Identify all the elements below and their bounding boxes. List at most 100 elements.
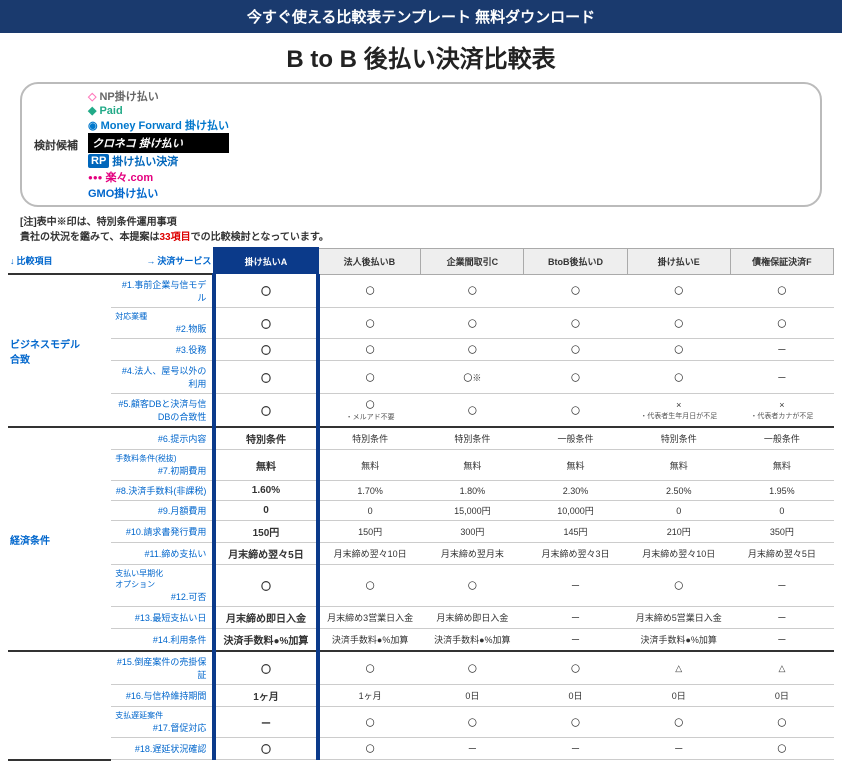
header-service: 決済サービス [111,248,214,274]
cell: △ [627,651,730,685]
cell: 月末締め翌月末 [421,543,524,565]
cell: 〇 [627,361,730,394]
cell: 決済手数料●%加算 [627,629,730,652]
candidate-rp: RP 掛け払い決済 [88,153,229,169]
cell: 〇 [318,651,421,685]
cell: 〇 [421,394,524,428]
cell: 一般条件 [524,427,627,450]
cell: 〇 [421,339,524,361]
cell: 特別条件 [627,427,730,450]
candidate-mf: ◉ Money Forward 掛け払い [88,117,229,133]
cell: ×・代表者生年月日が不足 [627,394,730,428]
cell: 0日 [730,685,833,707]
cell: 〇 [524,707,627,738]
header-compare: 比較項目 [8,248,111,274]
cell: ×・代表者カナが不足 [730,394,833,428]
cell: 〇 [214,339,317,361]
cell: ー [730,361,833,394]
note-line2: 貴社の状況を鑑みて、本提案は33項目での比較検討となっています。 [20,228,822,243]
cell: 決済手数料●%加算 [214,629,317,652]
cell: 0日 [627,685,730,707]
row-label: #16.与信枠維持期間 [111,685,214,707]
cell: 15,000円 [421,501,524,521]
cell: 2.30% [524,481,627,501]
cell: 〇 [524,394,627,428]
cell: 〇 [214,361,317,394]
cell: ー [730,629,833,652]
cell: 〇 [627,565,730,607]
cell: 〇 [214,394,317,428]
cell: 〇 [421,565,524,607]
cell: ー [421,738,524,760]
cell: ー [730,339,833,361]
cell: ー [524,629,627,652]
cell: 0日 [524,685,627,707]
cell: 〇 [524,339,627,361]
category-cell: ビジネスモデル合致 [8,274,111,427]
cell: 〇 [214,738,317,760]
cell: 無料 [421,450,524,481]
row-label: #4.法人、屋号以外の利用 [111,361,214,394]
cell: 月末締め即日入金 [214,607,317,629]
cell: 10,000円 [524,501,627,521]
cell: ー [524,607,627,629]
cell: 〇 [318,565,421,607]
cell: 〇 [318,274,421,308]
cell: 〇 [421,274,524,308]
cell: 〇 [627,707,730,738]
col-f: 債権保証決済F [730,248,833,274]
cell: 無料 [627,450,730,481]
cell: 〇 [730,308,833,339]
cell: 〇 [730,738,833,760]
row-label: 支払遅延案件#17.督促対応 [111,707,214,738]
cell: 〇 [421,308,524,339]
cell: 1.70% [318,481,421,501]
cell: 決済手数料●%加算 [318,629,421,652]
candidate-paid: ◆ Paid [88,104,229,117]
cell: 〇・メルアド不要 [318,394,421,428]
cell: 〇 [627,339,730,361]
candidate-label: 検討候補 [34,137,78,153]
row-label: #9.月額費用 [111,501,214,521]
page-banner: 今すぐ使える比較表テンプレート 無料ダウンロード [0,0,842,33]
cell: 特別条件 [214,427,317,450]
note-line1: [注]表中※印は、特別条件運用事項 [20,213,822,228]
col-d: BtoB後払いD [524,248,627,274]
row-label: 支払い早期化オプション#12.可否 [111,565,214,607]
cell: 無料 [730,450,833,481]
cell: 150円 [214,521,317,543]
cell: 〇 [214,651,317,685]
cell: 月末締め翌々10日 [627,543,730,565]
candidate-raku: ●●●楽々.com [88,169,229,185]
cell: 0 [627,501,730,521]
cell: 〇 [318,707,421,738]
col-a: 掛け払いA [214,248,317,274]
category-cell: 経済条件 [8,427,111,651]
cell: △ [730,651,833,685]
cell: 〇 [730,274,833,308]
cell: 〇 [214,274,317,308]
cell: 0 [214,501,317,521]
cell: 0 [318,501,421,521]
col-b: 法人後払いB [318,248,421,274]
cell: 特別条件 [318,427,421,450]
row-label: #3.役務 [111,339,214,361]
cell: 無料 [524,450,627,481]
cell: 145円 [524,521,627,543]
cell: ー [214,707,317,738]
cell: 月末締め翌々5日 [730,543,833,565]
cell: 〇 [318,361,421,394]
cell: ー [524,565,627,607]
cell: 月末締め翌々10日 [318,543,421,565]
cell: 〇 [214,308,317,339]
cell: 2.50% [627,481,730,501]
cell: 1.80% [421,481,524,501]
row-label: #10.請求書発行費用 [111,521,214,543]
cell: 210円 [627,521,730,543]
cell: 月末締め即日入金 [421,607,524,629]
cell: 月末締め3営業日入金 [318,607,421,629]
candidate-np: ◇NP掛け払い [88,88,229,104]
cell: 1.60% [214,481,317,501]
cell: 〇 [524,308,627,339]
cell: 〇 [318,339,421,361]
